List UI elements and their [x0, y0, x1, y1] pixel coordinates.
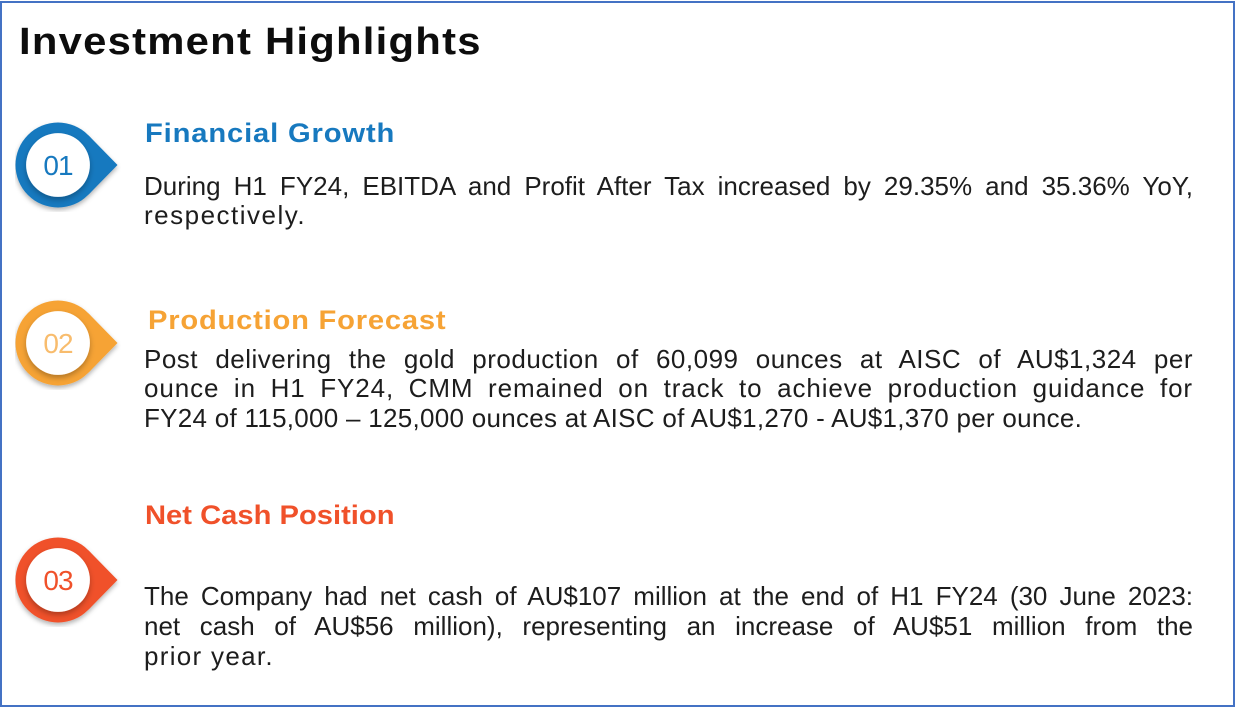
svg-text:03: 03 [43, 565, 73, 596]
svg-text:02: 02 [43, 328, 73, 359]
svg-text:01: 01 [43, 150, 73, 181]
